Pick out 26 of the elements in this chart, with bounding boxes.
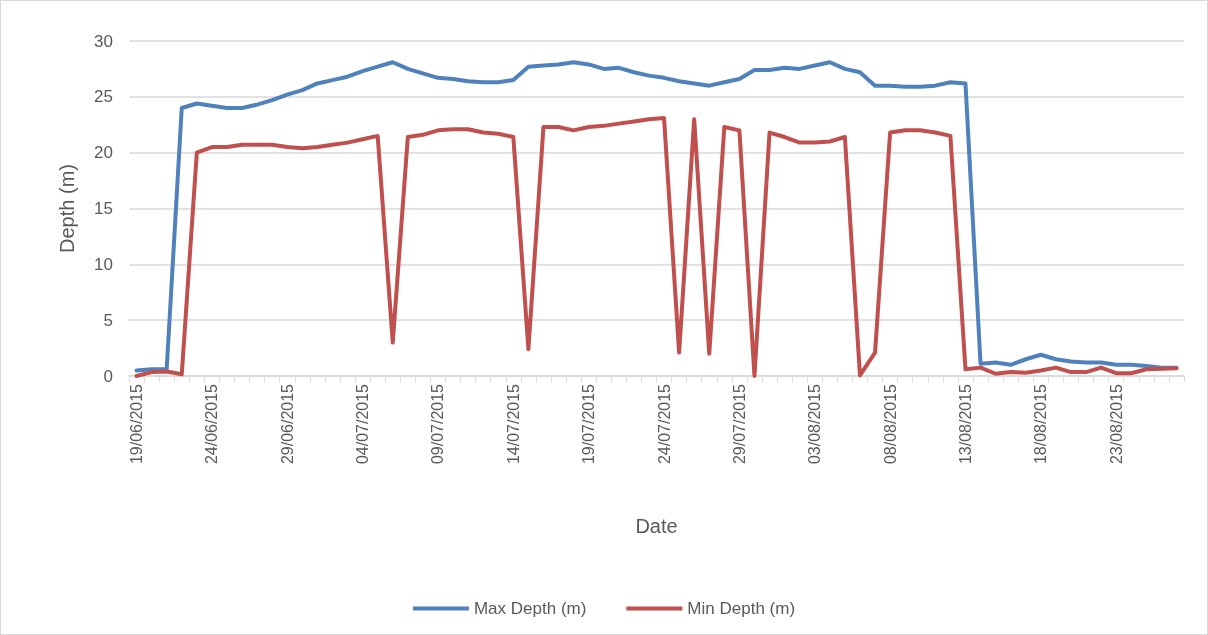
- y-tick-label: 20: [94, 143, 113, 163]
- y-tick-label: 30: [94, 31, 113, 51]
- x-tick-label: 14/07/2015: [504, 383, 522, 465]
- x-axis-title: Date: [635, 515, 678, 537]
- x-tick-label: 29/07/2015: [730, 383, 748, 465]
- y-axis-title: Depth (m): [56, 164, 78, 253]
- x-tick-label: 09/07/2015: [429, 383, 447, 465]
- x-tick-label: 19/06/2015: [128, 383, 146, 465]
- x-tick-label: 24/06/2015: [203, 383, 221, 465]
- line-series: [134, 116, 1179, 378]
- x-tick-label: 18/08/2015: [1032, 383, 1050, 465]
- legend-label: Max Depth (m): [473, 599, 587, 618]
- x-tick-label: 03/08/2015: [806, 383, 824, 465]
- y-tick-label: 25: [94, 87, 113, 107]
- x-tick-label: 19/07/2015: [580, 383, 598, 465]
- x-tick-label: 23/08/2015: [1107, 383, 1125, 465]
- y-tick-label: 10: [94, 254, 113, 274]
- y-tick-label: 15: [94, 199, 113, 218]
- legend-label: Min Depth (m): [687, 599, 796, 618]
- x-tick-label: 24/07/2015: [655, 383, 673, 465]
- y-tick-label: 5: [103, 310, 113, 330]
- x-tick-label: 29/06/2015: [278, 383, 296, 465]
- x-tick-label: 08/08/2015: [881, 383, 899, 465]
- x-tick-label: 04/07/2015: [354, 383, 372, 465]
- y-tick-label: 0: [103, 366, 113, 386]
- x-tick-label: 13/08/2015: [956, 383, 974, 465]
